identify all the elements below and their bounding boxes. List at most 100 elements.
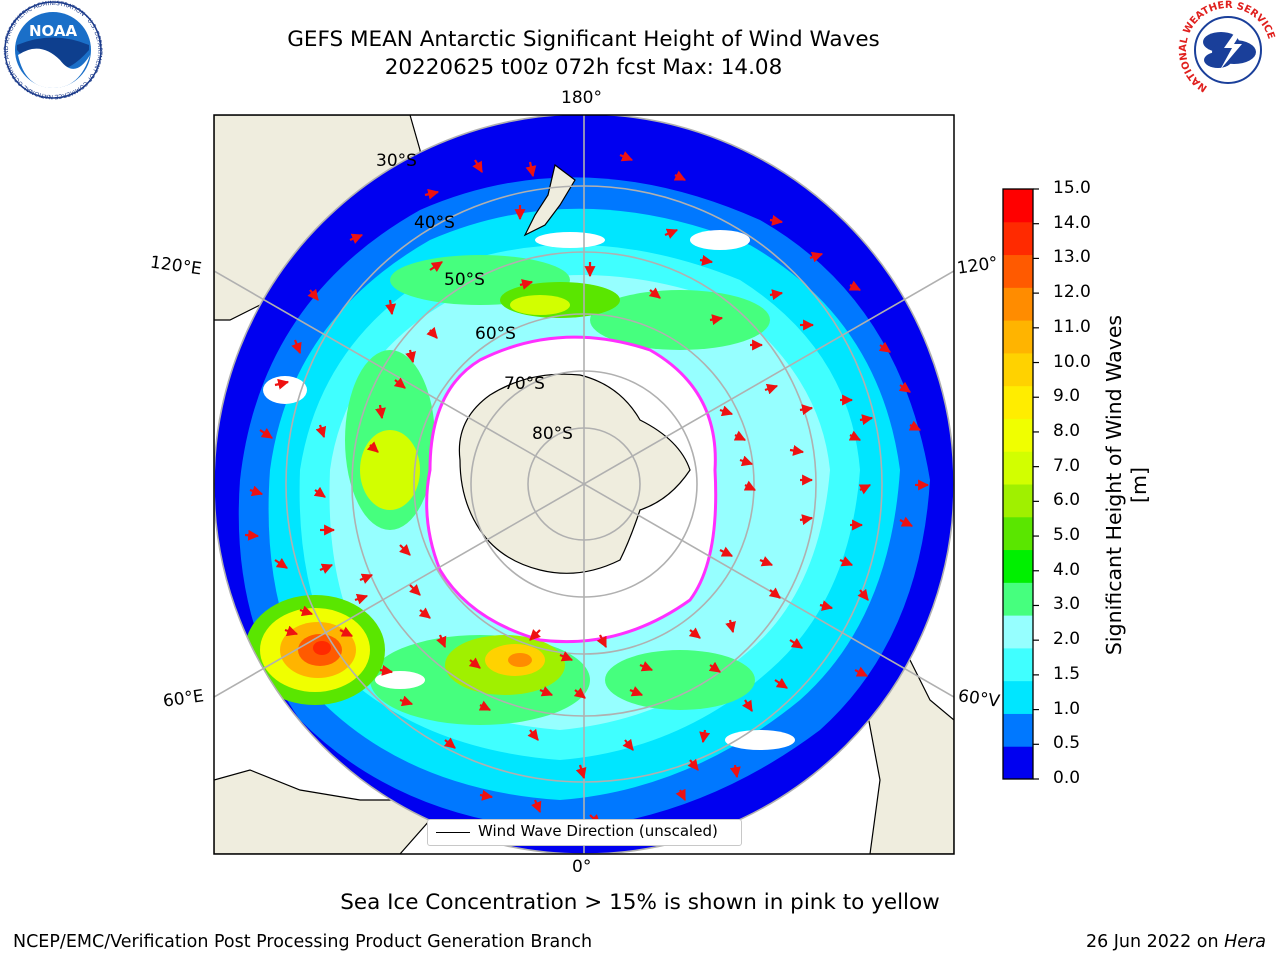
colorbar-segment: [1003, 647, 1033, 682]
colorbar-tick-label: 3.0: [1053, 594, 1081, 615]
wave-arrow: [699, 729, 711, 744]
wave-arrow: [878, 341, 891, 353]
wave-arrow: [274, 378, 290, 390]
lat-label-50s: 50°S: [444, 270, 485, 290]
wave-arrow: [409, 584, 421, 596]
colorbar-tick-label: 14.0: [1053, 212, 1091, 233]
wave-arrow: [709, 314, 724, 326]
colorbar-segment: [1003, 418, 1033, 452]
colorbar-tick-label: 10.0: [1053, 351, 1091, 372]
wave-arrow: [854, 666, 868, 677]
colorbar-tick-label: 4.0: [1053, 559, 1081, 580]
wave-arrow: [366, 441, 379, 453]
colorbar-label: Significant Height of Wind Waves [m]: [1102, 314, 1151, 656]
wave-arrow: [799, 514, 814, 526]
wave-arrow: [478, 700, 491, 711]
wave-arrow: [426, 326, 438, 339]
wind-wave-arrows: [244, 151, 930, 826]
wave-arrow: [768, 587, 781, 599]
wave-arrow: [848, 430, 861, 441]
wave-arrow: [259, 427, 273, 439]
colorbar-segment: [1003, 713, 1033, 747]
noaa-logo: NATIONAL OCEANIC AND ATMOSPHERIC ADMINIS…: [3, 0, 103, 100]
wave-arrow: [354, 593, 369, 605]
legend-label: Wind Wave Direction (unscaled): [478, 822, 718, 840]
wave-arrow: [479, 789, 494, 801]
colorbar-segment: [1003, 254, 1033, 288]
lat-label-80s: 80°S: [532, 424, 573, 444]
wave-arrow: [399, 544, 411, 556]
lat-label-70s: 70°S: [504, 374, 545, 394]
lat-label-60s: 60°S: [475, 324, 516, 344]
footer-host: Hera: [1224, 932, 1266, 952]
sea-ice-caption: Sea Ice Concentration > 15% is shown in …: [340, 890, 940, 915]
wave-arrow: [789, 637, 803, 649]
wave-arrow: [385, 299, 397, 316]
colorbar-segment: [1003, 615, 1033, 649]
wave-arrow: [393, 377, 406, 389]
national-weather-service-logo: NATIONAL WEATHER SERVICE: [1178, 0, 1277, 98]
colorbar-segment: [1003, 680, 1033, 714]
wave-arrow: [699, 254, 714, 266]
wave-arrow: [313, 486, 326, 498]
wave-arrow: [531, 799, 542, 814]
colorbar-tick-label: 2.0: [1053, 629, 1081, 650]
wave-arrow: [299, 605, 314, 617]
wave-arrow: [799, 404, 814, 416]
wave-arrow: [429, 261, 443, 273]
wave-arrow: [424, 188, 440, 200]
wave-arrow: [769, 289, 784, 301]
colorbar-tick-label: 6.0: [1053, 490, 1081, 511]
wave-arrow: [639, 661, 654, 672]
wave-arrow: [244, 529, 260, 541]
wave-arrow: [908, 420, 921, 431]
wave-arrow: [764, 383, 779, 395]
wave-arrow: [622, 738, 634, 751]
colorbar-tick-label: 13.0: [1053, 247, 1091, 268]
colorbar-segment: [1003, 189, 1033, 223]
wave-arrow: [675, 788, 686, 801]
wave-arrow: [399, 695, 414, 707]
colorbar-tick-label: 7.0: [1053, 455, 1081, 476]
lat-label-30s: 30°S: [376, 151, 417, 171]
wave-arrow: [742, 699, 753, 712]
colorbar-tick-label: 11.0: [1053, 316, 1091, 337]
wave-arrow: [809, 251, 824, 263]
colorbar-segment: [1003, 582, 1033, 616]
antarctica-land: [458, 373, 691, 574]
lon-label-0: 0°: [572, 857, 592, 877]
wave-arrow: [688, 627, 701, 639]
wave-arrow: [857, 588, 869, 601]
wave-arrow: [375, 404, 386, 420]
footer-date-text: 26 Jun 2022 on: [1085, 932, 1225, 952]
wave-arrow: [319, 563, 334, 574]
wave-arrow: [284, 625, 299, 637]
wave-arrow: [819, 600, 834, 611]
wave-arrow: [687, 758, 699, 771]
wind-wave-legend: Wind Wave Direction (unscaled): [427, 819, 742, 846]
wave-arrow: [274, 557, 288, 569]
wave-arrow: [899, 516, 913, 527]
wave-arrow: [725, 619, 736, 634]
wave-arrow: [525, 161, 537, 178]
wave-arrow: [673, 170, 686, 181]
footer-org: NCEP/EMC/Verification Post Processing Pr…: [13, 932, 593, 952]
wave-arrow: [759, 556, 774, 567]
wave-arrow: [619, 151, 634, 162]
wave-arrow: [527, 728, 539, 741]
legend-line-icon: [436, 832, 470, 834]
wave-arrow: [859, 414, 874, 426]
chart-subtitle: 20220625 t00z 072h fcst Max: 14.08: [384, 55, 783, 80]
map-frame: [213, 114, 955, 855]
colorbar-tick-label: 15.0: [1053, 178, 1091, 198]
wave-arrow: [839, 556, 854, 567]
wave-arrow: [629, 686, 644, 697]
wave-arrow: [664, 228, 679, 239]
wave-arrow: [596, 634, 607, 648]
colorbar-tick-label: 0.5: [1053, 733, 1081, 754]
colorbar-tick-label: 0.0: [1053, 768, 1081, 788]
colorbar-tick-label: 1.0: [1053, 698, 1081, 719]
colorbar: [1002, 188, 1039, 780]
wave-arrow: [789, 445, 805, 456]
